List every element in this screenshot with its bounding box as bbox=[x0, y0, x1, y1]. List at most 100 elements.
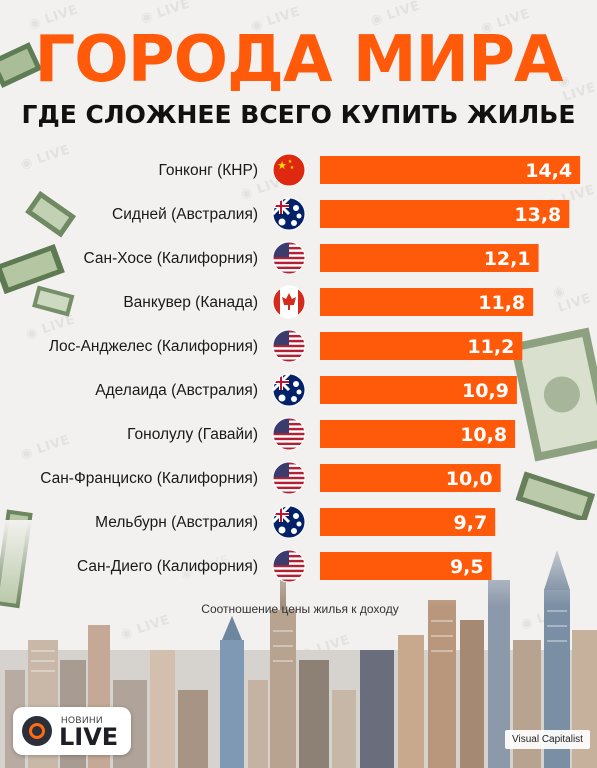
bar bbox=[320, 420, 516, 448]
usa-flag-icon bbox=[273, 418, 305, 450]
flag-stripe bbox=[273, 432, 305, 436]
banknote-top-left bbox=[0, 42, 42, 88]
category-label: Лос-Анджелес (Калифорния) bbox=[49, 338, 258, 355]
flag-star bbox=[296, 213, 302, 219]
flag-stripe bbox=[273, 266, 305, 270]
value-label: 9,7 bbox=[454, 512, 488, 534]
flag-stripe bbox=[273, 442, 305, 446]
flag-cross-red bbox=[280, 506, 282, 522]
value-label: 11,8 bbox=[478, 292, 525, 314]
flag-star bbox=[293, 205, 299, 211]
china-flag-icon: ★ ★★ bbox=[273, 154, 305, 186]
flag-stripe bbox=[273, 579, 305, 582]
flag-star bbox=[291, 528, 297, 534]
category-label: Сидней (Австралия) bbox=[112, 206, 258, 223]
banknote-left-2 bbox=[0, 244, 65, 295]
bar bbox=[320, 552, 492, 580]
flag-stripe bbox=[273, 564, 305, 568]
bar-row: Гонолулу (Гавайи) 10,8 bbox=[127, 417, 516, 451]
australia-flag-icon bbox=[273, 506, 305, 538]
australia-flag-icon bbox=[273, 198, 305, 230]
flag-border bbox=[272, 549, 306, 583]
category-label: Сан-Хосе (Калифорния) bbox=[84, 250, 258, 267]
value-label: 9,5 bbox=[450, 556, 484, 578]
flag-border bbox=[272, 241, 306, 275]
flag-star bbox=[293, 513, 299, 519]
logo-big-text: LIVE bbox=[59, 723, 119, 751]
bar-row: Сан-Диего (Калифорния) 9,5 bbox=[77, 549, 492, 583]
bar bbox=[320, 376, 517, 404]
flag-border bbox=[272, 329, 306, 363]
flag-star bbox=[291, 220, 297, 226]
logo-circle-icon bbox=[22, 716, 52, 746]
flag-border bbox=[272, 461, 306, 495]
flag-stripe bbox=[273, 359, 305, 362]
category-label: Мельбурн (Австралия) bbox=[95, 514, 258, 531]
flag-star bbox=[293, 381, 299, 387]
category-label: Гонконг (КНР) bbox=[158, 162, 258, 179]
flag-stripe bbox=[273, 256, 305, 260]
flag-star bbox=[278, 218, 286, 226]
flag-border bbox=[272, 373, 306, 407]
banknote-right-large bbox=[510, 327, 597, 462]
bar bbox=[320, 244, 539, 272]
flag-star bbox=[278, 526, 286, 534]
bar-chart: Гонконг (КНР) ★ ★★ 14,4 Сидней (Австралия) 13… bbox=[40, 153, 581, 583]
category-label: Аделаида (Австралия) bbox=[95, 382, 258, 399]
usa-flag-icon bbox=[273, 242, 305, 274]
logo-small-text: НОВИНИ bbox=[61, 715, 103, 725]
flag-star: ★ bbox=[277, 160, 287, 172]
flag-stripe bbox=[273, 354, 305, 358]
category-label: Гонолулу (Гавайи) bbox=[127, 426, 258, 443]
value-label: 12,1 bbox=[484, 248, 531, 270]
value-label: 10,9 bbox=[462, 380, 509, 402]
banknote-left-1 bbox=[25, 190, 77, 238]
flag-border bbox=[272, 417, 306, 451]
bar bbox=[320, 156, 581, 184]
flag-star bbox=[291, 396, 297, 402]
flag-field bbox=[273, 154, 305, 186]
flag-stripe bbox=[273, 261, 305, 265]
bar-row: Гонконг (КНР) ★ ★★ 14,4 bbox=[158, 153, 581, 187]
usa-flag-icon bbox=[273, 462, 305, 494]
bar-row: Ванкувер (Канада) 11,8 bbox=[123, 285, 534, 319]
bar bbox=[320, 200, 570, 228]
novyny-live-logo: НОВИНИ LIVE bbox=[13, 707, 131, 755]
flag-cross-red bbox=[280, 374, 282, 390]
flag-border bbox=[272, 505, 306, 539]
value-label: 11,2 bbox=[467, 336, 514, 358]
flag-stripe bbox=[273, 569, 305, 573]
bar-row: Сидней (Австралия) 13,8 bbox=[112, 197, 570, 231]
flag-stripe bbox=[273, 349, 305, 353]
flag-stripe bbox=[273, 271, 305, 274]
value-label: 10,0 bbox=[446, 468, 493, 490]
bar-row: Сан-Хосе (Калифорния) 12,1 bbox=[84, 241, 539, 275]
value-label: 13,8 bbox=[514, 204, 561, 226]
banknote-left-3 bbox=[32, 285, 75, 317]
value-label: 14,4 bbox=[525, 160, 572, 182]
bar bbox=[320, 508, 496, 536]
flag-star bbox=[296, 521, 302, 527]
value-label: 10,8 bbox=[460, 424, 507, 446]
banknote-right-mid bbox=[515, 471, 596, 523]
flag-band bbox=[273, 286, 280, 318]
x-axis-caption: Соотношение цены жилья к доходу bbox=[201, 602, 399, 616]
flag-stripe bbox=[273, 437, 305, 441]
source-label: Visual Capitalist bbox=[505, 730, 590, 749]
flag-star-small: ★ bbox=[290, 165, 295, 171]
bar bbox=[320, 464, 501, 492]
flag-stripe bbox=[273, 486, 305, 490]
flag-star bbox=[296, 389, 302, 395]
flag-star-small: ★ bbox=[288, 159, 293, 165]
flag-stripe bbox=[273, 476, 305, 480]
flag-band bbox=[298, 286, 305, 318]
category-label: Сан-Диего (Калифорния) bbox=[77, 558, 258, 575]
canada-flag-icon bbox=[273, 286, 305, 318]
flag-stripe bbox=[273, 574, 305, 578]
category-label: Ванкувер (Канада) bbox=[123, 294, 258, 311]
bar bbox=[320, 332, 523, 360]
flag-border bbox=[272, 153, 306, 187]
flag-stripe bbox=[273, 447, 305, 450]
maple-leaf bbox=[282, 293, 296, 310]
flag-border bbox=[272, 285, 306, 319]
